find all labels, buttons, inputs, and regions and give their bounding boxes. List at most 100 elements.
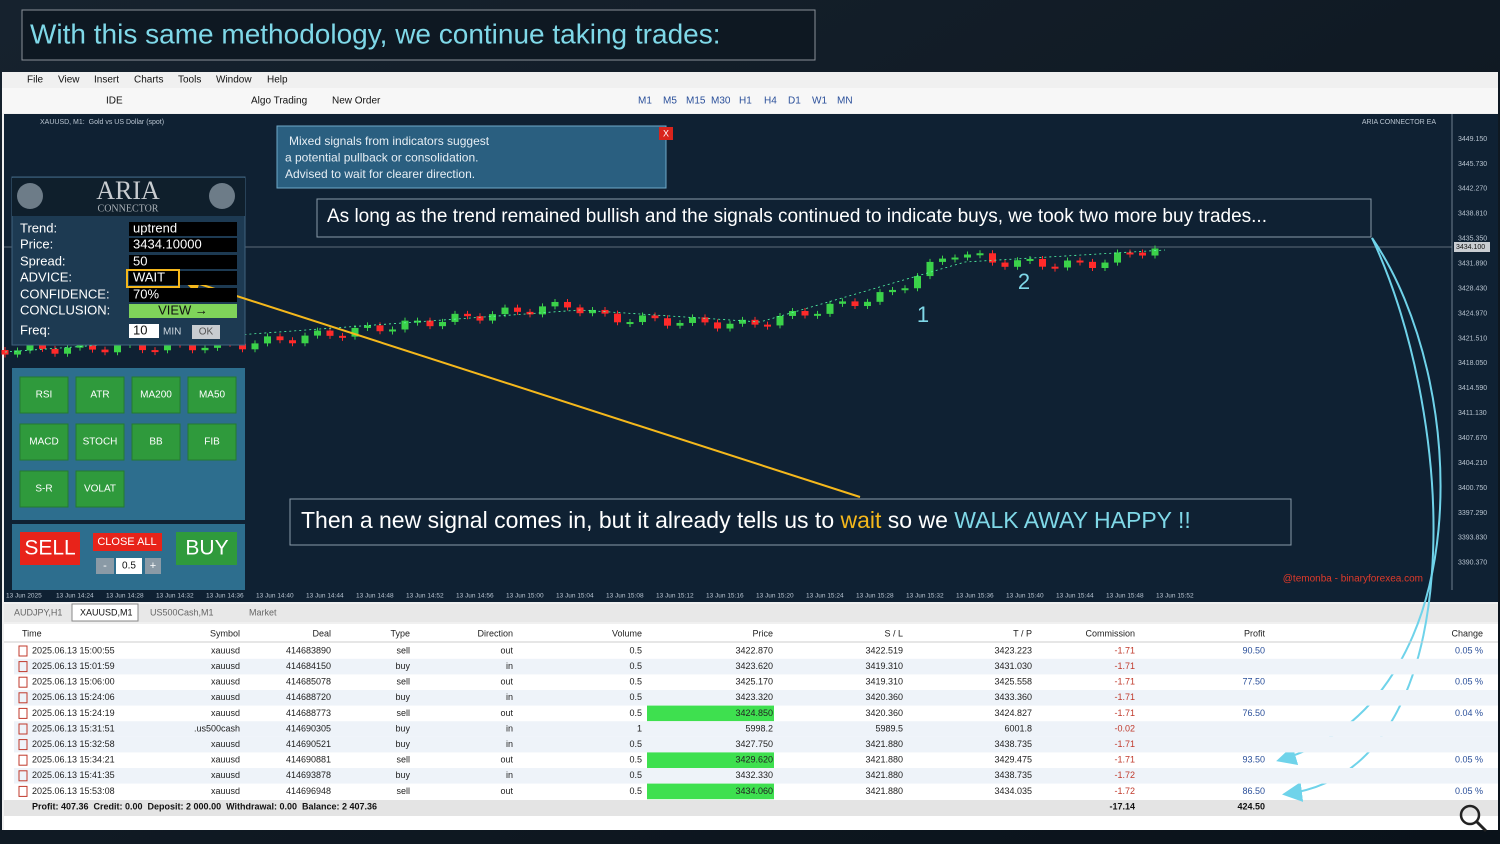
menu-item[interactable]: Charts [134, 75, 163, 86]
indicator-label[interactable]: MACD [29, 437, 58, 448]
candle [714, 322, 721, 329]
row-shade [14, 768, 1498, 784]
indicator-button[interactable] [75, 423, 125, 461]
plus-button[interactable] [145, 558, 161, 574]
menu-item[interactable]: Help [267, 75, 288, 86]
active-tab[interactable] [71, 603, 139, 622]
cell: out [500, 645, 513, 655]
indicator-button[interactable] [19, 376, 69, 414]
time-label: 13 Jun 14:56 [456, 593, 494, 600]
minus-button[interactable] [96, 558, 114, 574]
column-header[interactable]: Volume [612, 628, 642, 638]
cell: 6001.8 [1004, 723, 1032, 733]
candle [326, 330, 334, 336]
indicator-button[interactable] [131, 423, 181, 461]
close-all-label[interactable]: CLOSE ALL [97, 536, 156, 548]
minus-label[interactable]: - [103, 560, 107, 572]
time-label: 13 Jun 15:12 [656, 593, 694, 600]
indicator-button[interactable] [75, 376, 125, 414]
tab[interactable]: Market [249, 607, 277, 617]
toolbar-item[interactable]: M15 [686, 96, 706, 107]
candle [764, 324, 771, 327]
column-header[interactable]: Symbol [210, 628, 240, 638]
toolbar-item[interactable]: IDE [106, 96, 123, 107]
cell: 2025.06.13 15:41:35 [32, 770, 115, 780]
indicator-label[interactable]: FIB [204, 437, 220, 448]
time-label: 13 Jun 14:40 [256, 593, 294, 600]
column-header[interactable]: Commission [1085, 628, 1135, 638]
cell: -1.71 [1114, 739, 1135, 749]
toolbar-item[interactable]: M5 [663, 96, 677, 107]
candle [76, 343, 84, 348]
menu-item[interactable]: Tools [178, 75, 201, 86]
sell-label[interactable]: SELL [24, 537, 75, 560]
cell: in [506, 692, 513, 702]
cell: buy [395, 661, 410, 671]
time-label: 13 Jun 15:52 [1156, 593, 1194, 600]
plus-label[interactable]: + [150, 560, 156, 572]
indicator-label[interactable]: ATR [90, 390, 109, 401]
cell: 2025.06.13 15:53:08 [32, 786, 115, 796]
indicator-button[interactable] [19, 423, 69, 461]
column-header[interactable]: Time [22, 628, 42, 638]
candle [1089, 261, 1096, 269]
price-label: 3435.350 [1458, 236, 1487, 243]
ok-label[interactable]: OK [199, 327, 214, 338]
tab[interactable]: US500Cash,M1 [150, 607, 214, 617]
summary-profit: 424.50 [1237, 801, 1265, 811]
indicator-button[interactable] [187, 376, 237, 414]
cell: 0.5 [629, 708, 642, 718]
toolbar-item[interactable]: H1 [739, 96, 752, 107]
cell: 2025.06.13 15:24:06 [32, 692, 115, 702]
indicator-label[interactable]: RSI [36, 390, 53, 401]
annotation-text: Then a new signal comes in, but it alrea… [301, 507, 1191, 533]
zoom-icon[interactable] [1459, 804, 1481, 826]
column-header[interactable]: T / P [1013, 628, 1032, 638]
toolbar-item[interactable]: W1 [812, 96, 827, 107]
menu-item[interactable]: Window [216, 75, 252, 86]
indicator-label[interactable]: STOCH [83, 437, 118, 448]
toolbar-item[interactable]: MN [837, 96, 853, 107]
candle [1064, 260, 1071, 268]
indicator-button[interactable] [75, 470, 125, 508]
close-all-button[interactable] [93, 533, 162, 551]
menu-item[interactable]: Insert [94, 75, 119, 86]
indicator-label[interactable]: BB [149, 437, 163, 448]
column-header[interactable]: Deal [312, 628, 331, 638]
column-header[interactable]: S / L [884, 628, 903, 638]
menu-item[interactable]: View [58, 75, 80, 86]
column-header[interactable]: Type [390, 628, 410, 638]
time-label: 13 Jun 14:28 [106, 593, 144, 600]
toolbar-item[interactable]: D1 [788, 96, 801, 107]
ok-button[interactable] [192, 325, 220, 339]
indicator-label[interactable]: VOLAT [84, 484, 116, 495]
toolbar-item[interactable]: M30 [711, 96, 731, 107]
toolbar-item[interactable]: New Order [332, 96, 381, 107]
menu-item[interactable]: File [27, 75, 44, 86]
indicator-label[interactable]: MA50 [199, 390, 226, 401]
indicator-label[interactable]: MA200 [140, 390, 172, 401]
column-header[interactable]: Direction [477, 628, 513, 638]
popup-close[interactable] [659, 127, 673, 140]
buy-label[interactable]: BUY [185, 537, 228, 560]
cell: out [500, 755, 513, 765]
tab[interactable]: XAUUSD,M1 [80, 607, 133, 617]
column-header[interactable]: Profit [1244, 628, 1266, 638]
indicator-button[interactable] [187, 423, 237, 461]
indicator-button[interactable] [131, 376, 181, 414]
candle [689, 317, 696, 323]
candle [676, 322, 684, 326]
buy-button[interactable] [176, 532, 237, 565]
popup-close-label[interactable]: X [663, 128, 669, 138]
toolbar-item[interactable]: M1 [638, 96, 652, 107]
toolbar-item[interactable]: H4 [764, 96, 777, 107]
sell-button[interactable] [20, 532, 80, 565]
indicator-button[interactable] [19, 470, 69, 508]
indicator-label[interactable]: S-R [35, 484, 52, 495]
column-header[interactable]: Change [1451, 628, 1483, 638]
tab[interactable]: AUDJPY,H1 [14, 607, 62, 617]
toolbar-item[interactable]: Algo Trading [251, 96, 307, 107]
candle [939, 258, 946, 262]
column-header[interactable]: Price [752, 628, 773, 638]
candle [564, 301, 571, 308]
